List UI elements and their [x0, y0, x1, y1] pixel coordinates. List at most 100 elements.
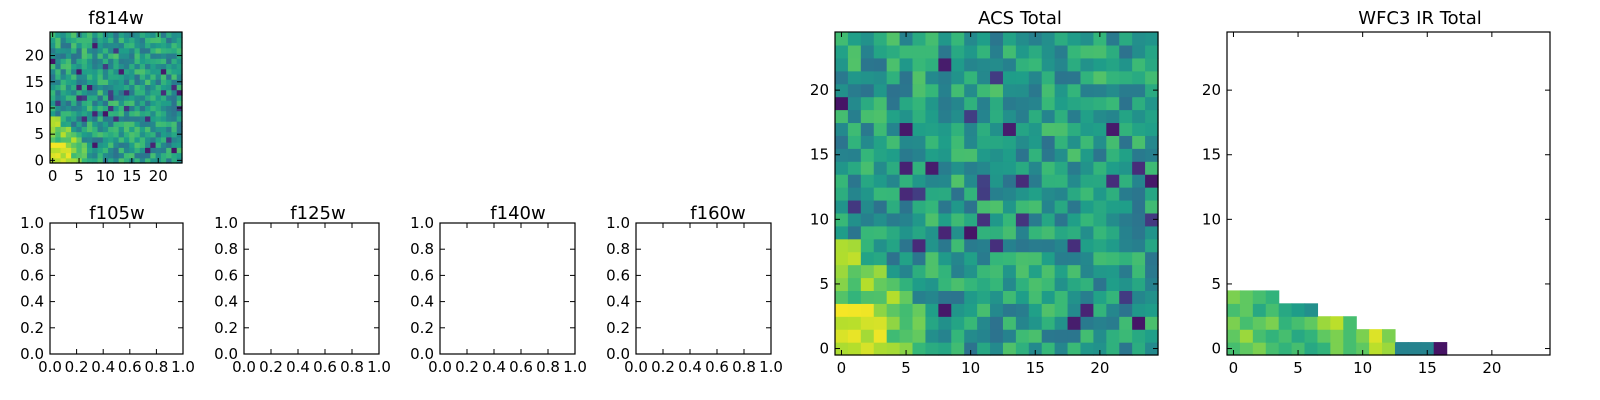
- heatmap-cell: [1067, 303, 1082, 317]
- heatmap-cell: [925, 32, 939, 46]
- heatmap-cell: [1028, 187, 1043, 201]
- heatmap-cell: [1028, 212, 1043, 227]
- heatmap-cell: [1227, 303, 1241, 317]
- heatmap-cell: [65, 89, 72, 96]
- x-tick-label: 0.8: [144, 358, 168, 376]
- heatmap-cell: [886, 342, 901, 356]
- heatmap-cell: [150, 115, 157, 122]
- heatmap-cell: [1119, 303, 1133, 317]
- heatmap-cell: [1291, 342, 1306, 356]
- heatmap-cell: [873, 122, 888, 136]
- y-tick-label: 0: [1211, 340, 1221, 358]
- heatmap-cell: [990, 174, 1004, 188]
- heatmap-cell: [60, 89, 67, 96]
- heatmap-cell: [886, 199, 901, 214]
- heatmap-cell: [835, 225, 849, 240]
- heatmap-cell: [873, 109, 888, 124]
- heatmap-cell: [1106, 316, 1120, 330]
- x-tick-label: 0.2: [259, 358, 283, 376]
- heatmap-cell: [1106, 174, 1120, 188]
- heatmap-cell: [925, 212, 939, 227]
- heatmap-cell: [92, 37, 99, 44]
- heatmap-cell: [873, 174, 888, 188]
- heatmap-cell: [1093, 238, 1107, 253]
- y-tick-label: 0.0: [20, 345, 44, 363]
- heatmap-cell: [835, 83, 849, 98]
- heatmap-cell: [176, 47, 183, 54]
- heatmap-cell: [1028, 290, 1043, 304]
- heatmap-cell: [97, 94, 104, 101]
- heatmap-cell: [81, 100, 88, 106]
- heatmap-cell: [1028, 329, 1043, 343]
- heatmap-cell: [139, 79, 146, 85]
- heatmap-cell: [847, 212, 862, 227]
- heatmap-cell: [912, 57, 927, 72]
- heatmap-cell: [1002, 187, 1017, 201]
- heatmap-cell: [108, 152, 114, 159]
- heatmap-cell: [1041, 238, 1056, 253]
- heatmap-cell: [977, 96, 991, 111]
- heatmap-cell: [1132, 70, 1146, 85]
- heatmap-cell: [55, 152, 62, 159]
- heatmap-cell: [1080, 174, 1094, 188]
- heatmap-cell: [113, 32, 120, 38]
- heatmap-cell: [113, 52, 120, 59]
- heatmap-cell: [1015, 187, 1030, 201]
- x-tick-label: 0.6: [705, 358, 729, 376]
- y-tick-label: 0.6: [606, 266, 630, 284]
- heatmap-cell: [123, 94, 130, 101]
- heatmap-cell: [1132, 135, 1146, 149]
- heatmap-cell: [912, 251, 927, 266]
- heatmap-cell: [1304, 329, 1319, 343]
- heatmap-cell: [81, 94, 88, 101]
- heatmap-cell: [925, 174, 939, 188]
- heatmap-cell: [990, 161, 1004, 175]
- heatmap-cell: [92, 147, 99, 154]
- heatmap-cell: [1054, 32, 1069, 46]
- heatmap-cell: [1106, 277, 1120, 291]
- heatmap-cell: [71, 58, 77, 65]
- heatmap-cell: [139, 84, 146, 91]
- heatmap-cell: [1119, 44, 1133, 59]
- heatmap-cell: [166, 121, 173, 127]
- heatmap-cell: [1015, 96, 1030, 111]
- heatmap-cell: [166, 32, 173, 38]
- heatmap-cell: [160, 157, 167, 164]
- heatmap-cell: [1119, 148, 1133, 162]
- heatmap-cell: [964, 199, 978, 214]
- heatmap-cell: [129, 42, 136, 49]
- heatmap-cell: [925, 96, 939, 111]
- heatmap-cell: [113, 37, 120, 44]
- heatmap-cell: [1106, 225, 1120, 240]
- heatmap-cell: [925, 187, 939, 201]
- heatmap-cell: [1291, 329, 1306, 343]
- heatmap-cell: [951, 135, 965, 149]
- heatmap-cell: [1041, 57, 1056, 72]
- heatmap-cell: [899, 277, 914, 291]
- heatmap-cell: [1239, 329, 1254, 343]
- heatmap-cell: [134, 37, 141, 44]
- heatmap-cell: [123, 63, 130, 70]
- x-tick-label: 0.4: [91, 358, 115, 376]
- heatmap-cell: [1054, 148, 1069, 162]
- heatmap-cell: [71, 157, 77, 164]
- heatmap-cell: [1106, 212, 1120, 227]
- heatmap-cell: [176, 100, 183, 106]
- heatmap-cell: [886, 303, 901, 317]
- heatmap-cell: [951, 32, 965, 46]
- heatmap-cell: [150, 42, 157, 49]
- heatmap-cell: [990, 303, 1004, 317]
- heatmap-cell: [990, 238, 1004, 253]
- heatmap-cell: [835, 135, 849, 149]
- heatmap-cell: [847, 161, 862, 175]
- heatmap-cell: [150, 37, 157, 44]
- y-tick-label: 15: [1202, 146, 1221, 164]
- heatmap-cell: [1002, 290, 1017, 304]
- heatmap-cell: [166, 68, 173, 75]
- heatmap-cell: [160, 52, 167, 59]
- heatmap-cell: [86, 136, 93, 143]
- heatmap-cell: [938, 187, 952, 201]
- heatmap-cell: [86, 32, 93, 38]
- heatmap-cell: [76, 94, 83, 101]
- x-tick-label: 0.2: [651, 358, 675, 376]
